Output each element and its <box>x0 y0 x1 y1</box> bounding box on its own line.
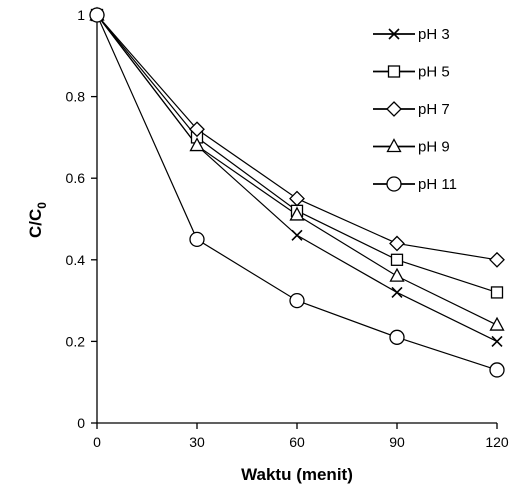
legend-marker <box>388 28 400 40</box>
y-tick-label: 0.4 <box>66 252 86 268</box>
legend-label: pH 11 <box>418 176 457 193</box>
data-point-ph-5 <box>490 286 504 299</box>
data-point-ph-7 <box>189 121 205 138</box>
legend-marker <box>387 65 401 78</box>
x-tick-label: 90 <box>389 434 405 450</box>
y-axis-title: C/C0 <box>26 202 49 238</box>
data-point-ph-11 <box>89 7 105 23</box>
data-point-ph-3 <box>291 229 303 241</box>
x-tick-label: 0 <box>93 434 101 450</box>
y-tick-label: 0 <box>77 415 85 431</box>
data-point-ph-3 <box>491 335 503 347</box>
data-point-ph-7 <box>289 190 305 207</box>
data-point-ph-11 <box>289 292 305 309</box>
legend-item-ph-7: pH 7 <box>373 101 450 118</box>
y-tick-label: 0.6 <box>66 170 86 186</box>
y-axis-title-main: C/C <box>26 209 45 238</box>
series-line-ph-7 <box>96 14 498 261</box>
legend-marker <box>386 101 402 117</box>
data-point-ph-11 <box>189 231 205 248</box>
y-tick-label: 0.2 <box>66 333 86 349</box>
data-point-ph-11 <box>489 362 505 378</box>
y-axis-title-subscript: 0 <box>35 202 49 209</box>
legend-item-ph-5: pH 5 <box>373 64 450 81</box>
data-point-ph-9 <box>289 206 305 221</box>
data-point-ph-3 <box>391 286 403 299</box>
plot-area <box>89 6 505 378</box>
x-tick-label: 60 <box>289 434 305 450</box>
data-point-ph-11 <box>389 329 405 345</box>
series-line-ph-9 <box>96 14 498 326</box>
data-point-ph-5 <box>390 253 404 266</box>
y-tick-label: 1 <box>77 7 85 23</box>
x-tick-label: 30 <box>189 434 205 450</box>
x-axis-title: Waktu (menit) <box>241 465 353 484</box>
y-tick-label: 0.8 <box>66 89 86 105</box>
data-point-ph-7 <box>389 235 405 252</box>
legend-label: pH 5 <box>418 64 450 81</box>
legend-label: pH 3 <box>418 26 450 43</box>
legend: pH 3 pH 5 pH 7 pH 9 pH 11 <box>373 26 457 193</box>
data-point-ph-9 <box>389 267 405 282</box>
legend-label: pH 9 <box>418 139 450 156</box>
data-point-ph-7 <box>489 251 505 268</box>
legend-item-ph-11: pH 11 <box>373 176 457 193</box>
data-point-ph-9 <box>189 137 205 152</box>
data-point-ph-9 <box>489 316 505 331</box>
legend-label: pH 7 <box>418 101 450 118</box>
legend-marker <box>386 176 402 192</box>
legend-item-ph-9: pH 9 <box>373 138 450 156</box>
legend-marker <box>386 138 402 153</box>
axes: 0 0.2 0.4 0.6 0.8 1 0 30 60 90 120 <box>66 7 509 450</box>
legend-item-ph-3: pH 3 <box>373 26 450 43</box>
x-tick-label: 120 <box>485 434 509 450</box>
